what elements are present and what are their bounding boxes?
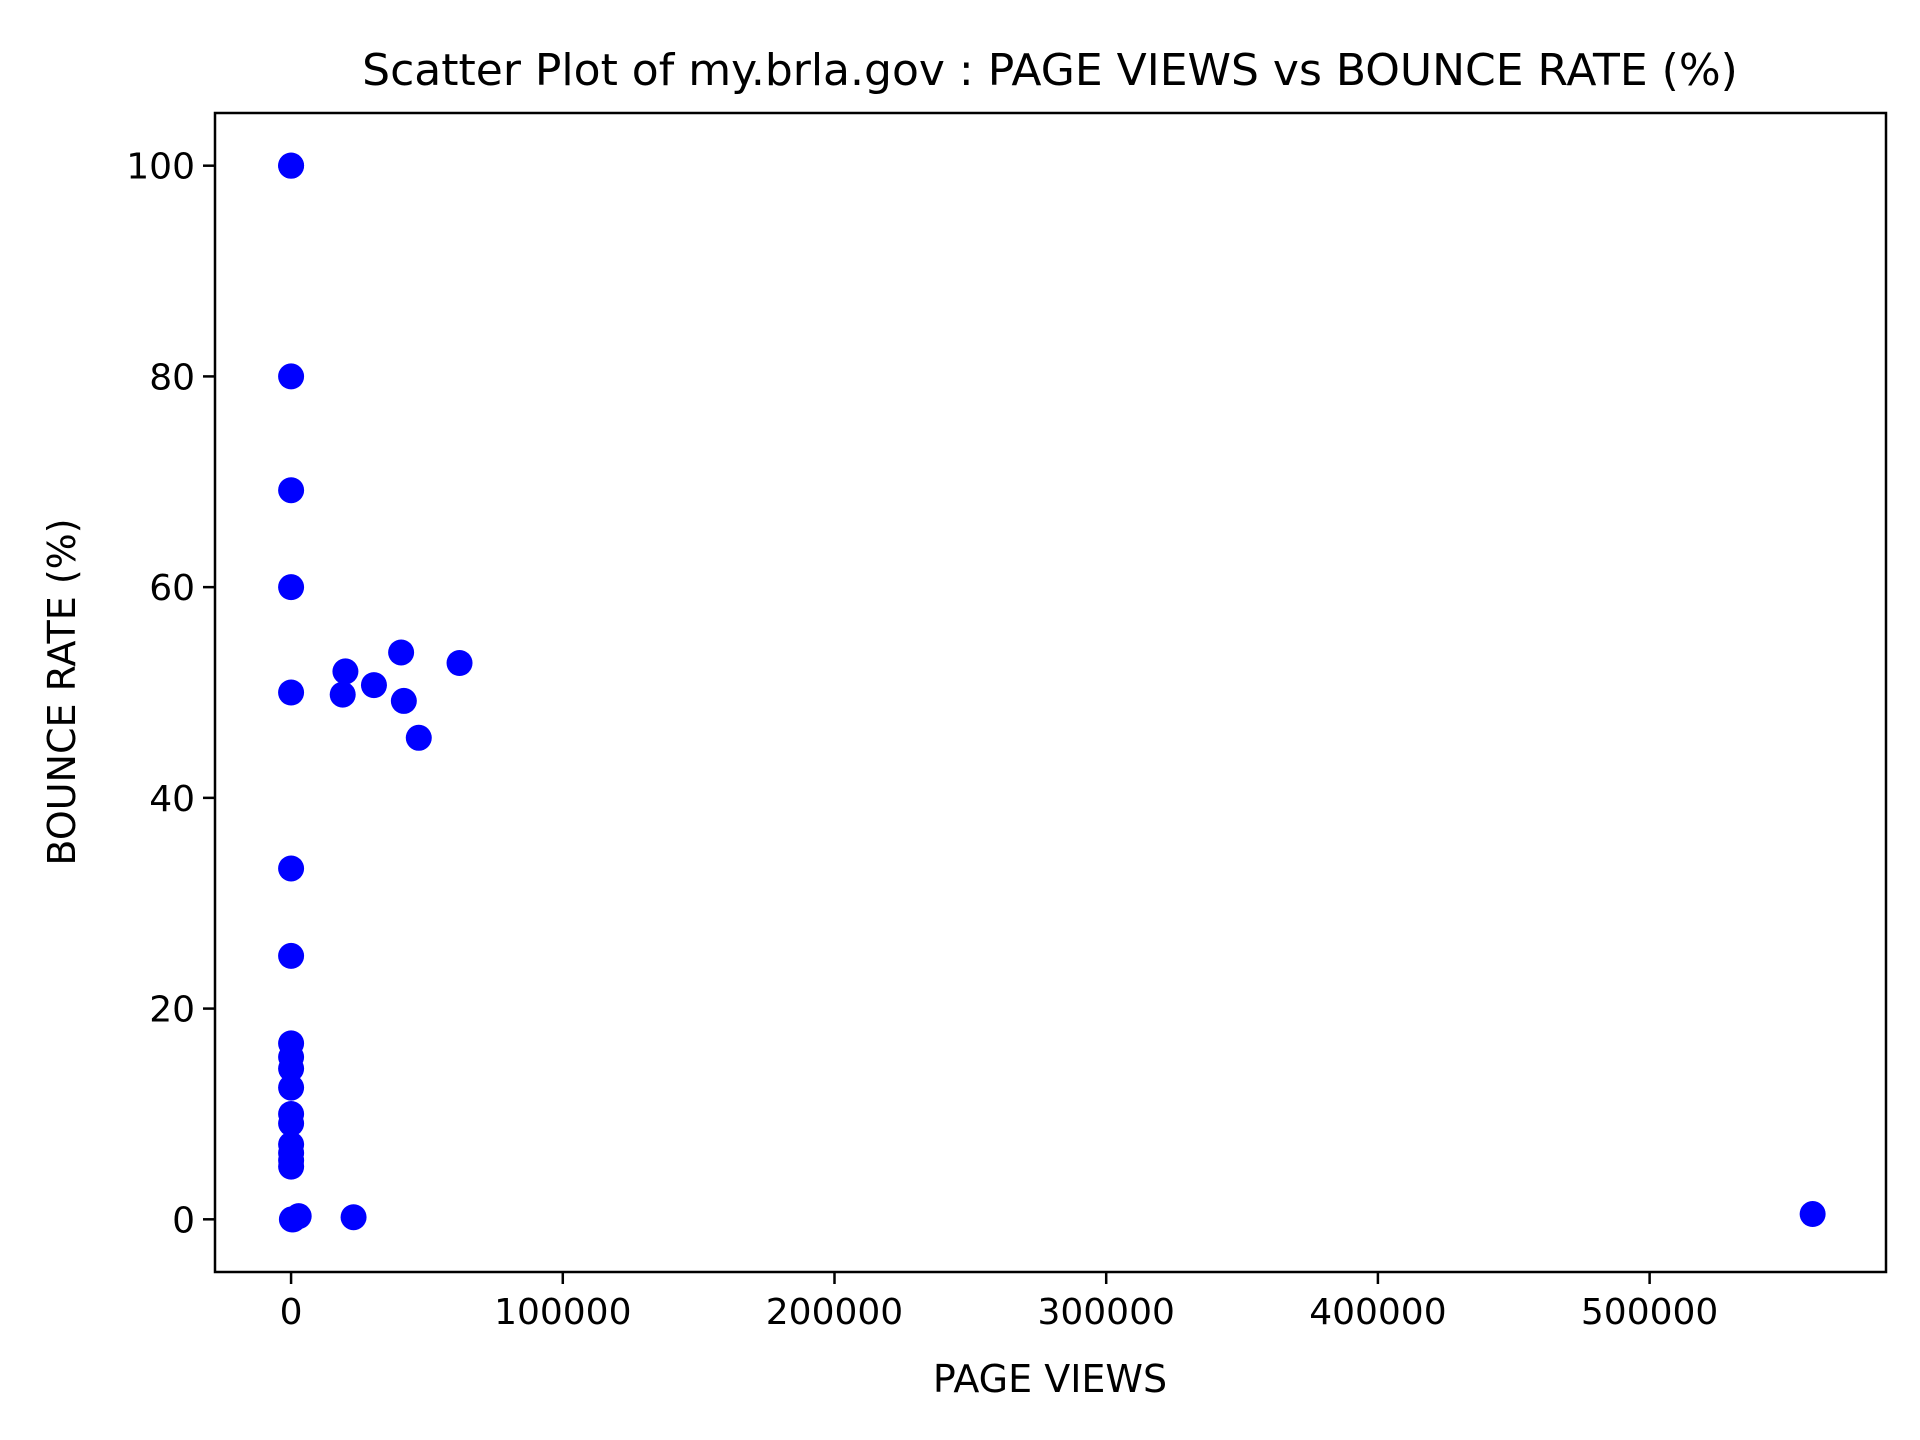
y-tick-label: 60 xyxy=(149,568,195,609)
data-point xyxy=(285,1203,312,1230)
x-tick-label: 400000 xyxy=(1309,1292,1446,1333)
data-point xyxy=(332,658,359,685)
x-tick-label: 0 xyxy=(280,1292,303,1333)
data-point xyxy=(278,1055,305,1082)
data-point xyxy=(1799,1201,1826,1228)
data-point xyxy=(278,363,305,390)
data-point xyxy=(340,1204,367,1231)
data-point xyxy=(278,855,305,882)
x-axis-label: PAGE VIEWS xyxy=(933,1357,1167,1401)
x-tick-label: 500000 xyxy=(1581,1292,1718,1333)
x-tick-label: 300000 xyxy=(1037,1292,1174,1333)
data-points xyxy=(278,152,1826,1233)
data-point xyxy=(360,672,387,699)
y-tick-label: 40 xyxy=(149,779,195,820)
data-point xyxy=(278,942,305,969)
y-tick-label: 80 xyxy=(149,357,195,398)
data-point xyxy=(405,724,432,751)
data-point xyxy=(278,1110,305,1137)
x-tick-label: 200000 xyxy=(766,1292,903,1333)
y-axis: 0 20 40 60 80 100 xyxy=(126,147,215,1241)
data-point xyxy=(329,681,356,708)
data-point xyxy=(278,574,305,601)
y-tick-label: 20 xyxy=(149,990,195,1031)
y-axis-label: BOUNCE RATE (%) xyxy=(40,518,84,865)
plot-area xyxy=(213,111,1888,1274)
data-point xyxy=(278,477,305,504)
chart-title: Scatter Plot of my.brla.gov : PAGE VIEWS… xyxy=(362,45,1738,96)
x-axis: 0 100000 200000 300000 400000 500000 xyxy=(280,1272,1718,1333)
x-tick-label: 100000 xyxy=(494,1292,631,1333)
data-point xyxy=(278,1074,305,1101)
data-point xyxy=(390,687,417,714)
data-point xyxy=(278,152,305,179)
data-point xyxy=(278,679,305,706)
data-point xyxy=(388,639,415,666)
data-point xyxy=(446,649,473,676)
y-tick-label: 100 xyxy=(126,147,195,188)
data-point xyxy=(278,1153,305,1180)
y-tick-label: 0 xyxy=(172,1200,195,1241)
